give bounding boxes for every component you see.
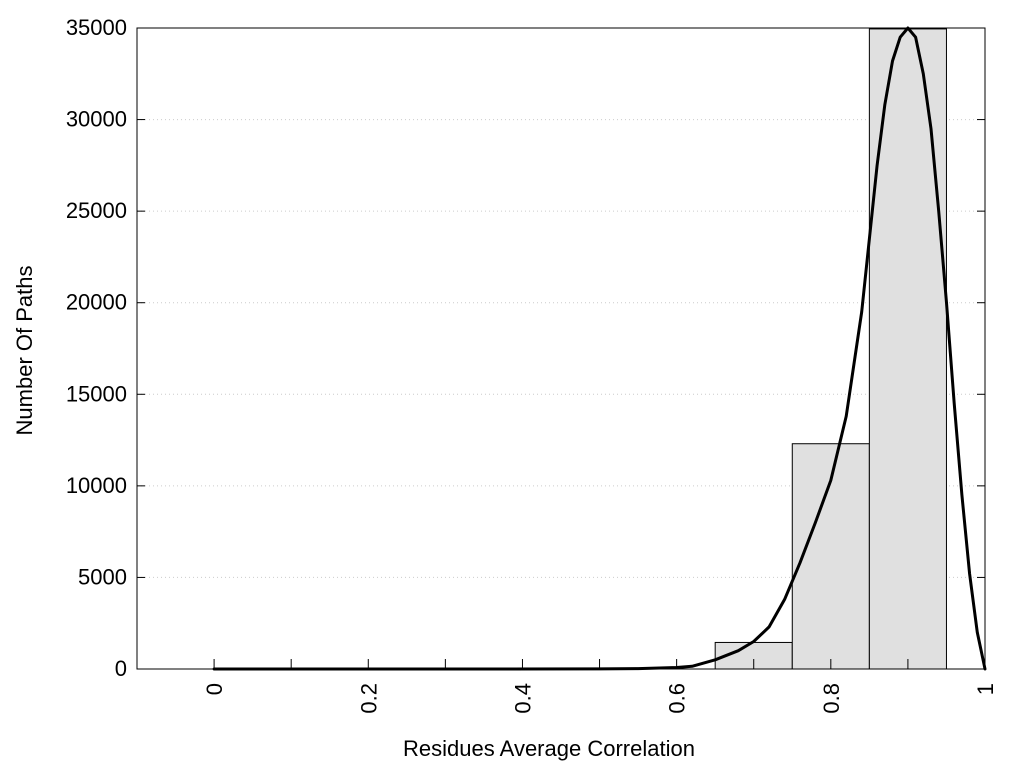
y-tick-label: 25000 <box>66 198 127 223</box>
y-tick-label: 35000 <box>66 15 127 40</box>
histogram-bars <box>714 28 947 670</box>
y-tick-label: 30000 <box>66 107 127 132</box>
x-tick-label: 0.2 <box>356 683 381 714</box>
y-axis-label: Number Of Paths <box>12 266 37 436</box>
y-tick-label: 10000 <box>66 473 127 498</box>
x-tick-label: 1 <box>973 683 998 695</box>
y-tick-label: 15000 <box>66 381 127 406</box>
x-tick-label: 0.8 <box>819 683 844 714</box>
plot-frame <box>136 27 986 670</box>
y-axis: 0 5000 10000 15000 20000 25000 30000 35000 <box>66 15 985 681</box>
x-tick-label: 0.6 <box>665 683 690 714</box>
y-tick-label: 20000 <box>66 290 127 315</box>
x-axis: 0 0.2 0.4 0.6 0.8 1 <box>202 659 998 714</box>
histogram-bar <box>868 28 947 670</box>
y-tick-label: 0 <box>115 656 127 681</box>
y-tick-label: 5000 <box>78 564 127 589</box>
x-tick-label: 0 <box>202 683 227 695</box>
x-tick-label: 0.4 <box>510 683 535 714</box>
x-axis-label: Residues Average Correlation <box>403 736 695 761</box>
grid-lines <box>137 119 985 578</box>
histogram-bar <box>791 443 870 670</box>
fit-curve-line <box>212 26 987 671</box>
